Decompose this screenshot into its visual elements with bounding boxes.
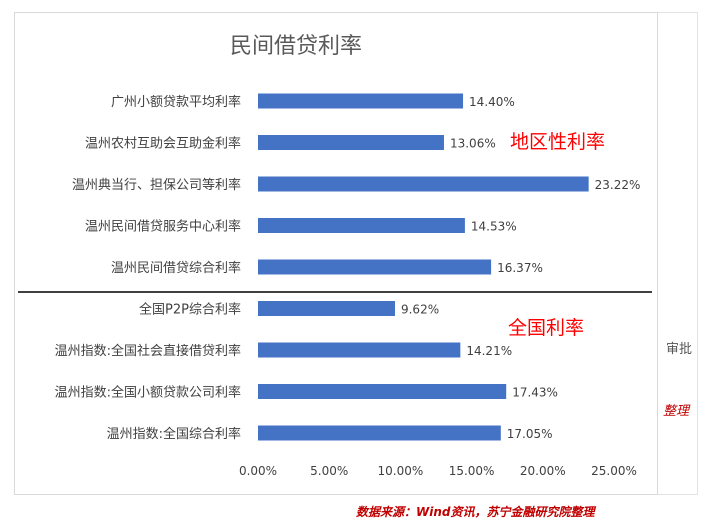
category-label: 广州小额贷款平均利率 — [111, 94, 241, 110]
value-label: 14.40% — [469, 95, 515, 109]
bar — [258, 342, 461, 358]
x-tick-label: 15.00% — [449, 464, 495, 478]
background-text: 审批 — [666, 342, 693, 357]
data-source: 数据来源：Wind资讯，苏宁金融研究院整理 — [356, 505, 595, 519]
annotation-national: 全国利率 — [508, 317, 585, 339]
value-label: 14.21% — [466, 344, 512, 358]
value-label: 17.43% — [512, 386, 558, 400]
bar — [258, 135, 444, 150]
bar — [258, 301, 395, 316]
category-label: 温州典当行、担保公司等利率 — [72, 177, 241, 193]
bar — [258, 384, 507, 399]
bar — [258, 93, 464, 109]
bar — [258, 425, 501, 441]
chart-title: 民间借贷利率 — [230, 34, 363, 59]
annotation-regional: 地区性利率 — [510, 131, 606, 153]
bar — [258, 218, 465, 233]
value-label: 13.06% — [450, 137, 496, 151]
x-tick-label: 20.00% — [520, 464, 566, 478]
x-tick-label: 25.00% — [591, 464, 637, 478]
value-label: 16.37% — [497, 261, 543, 275]
value-label: 14.53% — [471, 220, 517, 234]
x-tick-label: 5.00% — [310, 464, 348, 478]
category-label: 温州指数:全国小额贷款公司利率 — [55, 385, 241, 401]
chart-frame — [14, 12, 658, 495]
background-panel — [658, 12, 698, 495]
bar — [258, 176, 589, 192]
category-label: 温州指数:全国综合利率 — [107, 426, 241, 442]
category-label: 温州民间借贷服务中心利率 — [85, 219, 241, 235]
x-tick-label: 0.00% — [239, 464, 277, 478]
bar — [258, 259, 492, 275]
x-tick-label: 10.00% — [378, 464, 424, 478]
background-text-2: 整理 — [663, 404, 690, 419]
category-label: 全国P2P综合利率 — [139, 302, 241, 318]
value-label: 23.22% — [595, 178, 641, 192]
category-label: 温州指数:全国社会直接借贷利率 — [55, 343, 241, 359]
category-label: 温州农村互助会互助金利率 — [85, 136, 241, 152]
value-label: 9.62% — [401, 303, 439, 317]
category-label: 温州民间借贷综合利率 — [111, 260, 241, 276]
value-label: 17.05% — [507, 427, 553, 441]
